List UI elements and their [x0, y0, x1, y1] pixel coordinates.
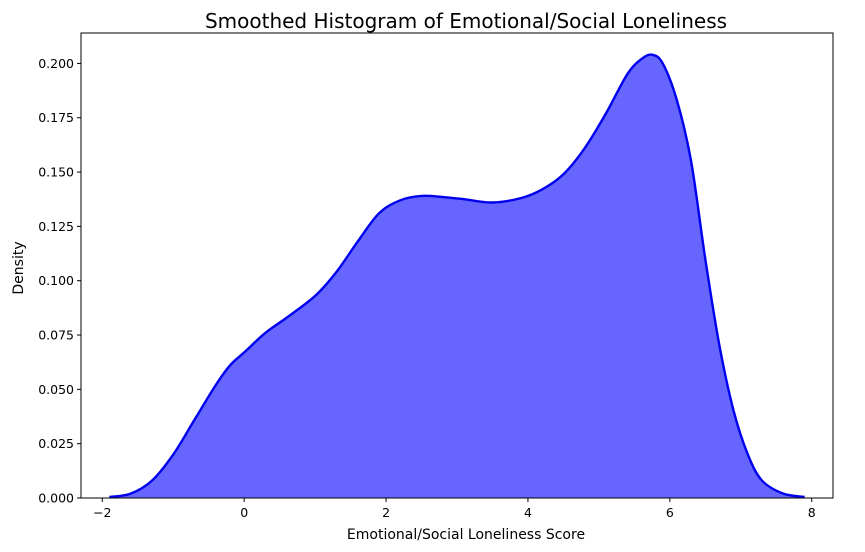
y-axis-ticks: 0.000 0.025 0.050 0.075 0.100 0.125 0.150 0.175… [38, 56, 81, 506]
density-curve-line [109, 53, 805, 499]
x-tick-label: −2 [93, 505, 111, 520]
y-tick-label: 0.200 [38, 56, 74, 71]
plot-area [109, 53, 805, 499]
x-axis-label: Emotional/Social Loneliness Score [347, 527, 585, 543]
x-tick-label: 6 [666, 505, 674, 520]
density-area-fill [109, 54, 805, 498]
x-axis-ticks: −2 0 2 4 6 8 [93, 498, 816, 520]
y-tick-label: 0.025 [38, 436, 74, 451]
y-tick-label: 0.050 [38, 382, 74, 397]
y-tick-label: 0.175 [38, 110, 74, 125]
y-tick-label: 0.100 [38, 273, 74, 288]
y-tick-label: 0.075 [38, 328, 74, 343]
y-tick-label: 0.125 [38, 219, 74, 234]
x-tick-label: 8 [808, 505, 816, 520]
x-tick-label: 0 [240, 505, 248, 520]
x-tick-label: 4 [524, 505, 532, 520]
y-tick-label: 0.150 [38, 165, 74, 180]
y-tick-label: 0.000 [38, 491, 74, 506]
y-axis-label: Density [11, 241, 27, 294]
chart-title: Smoothed Histogram of Emotional/Social L… [205, 9, 727, 33]
plot-frame [80, 32, 834, 499]
x-tick-label: 2 [382, 505, 390, 520]
